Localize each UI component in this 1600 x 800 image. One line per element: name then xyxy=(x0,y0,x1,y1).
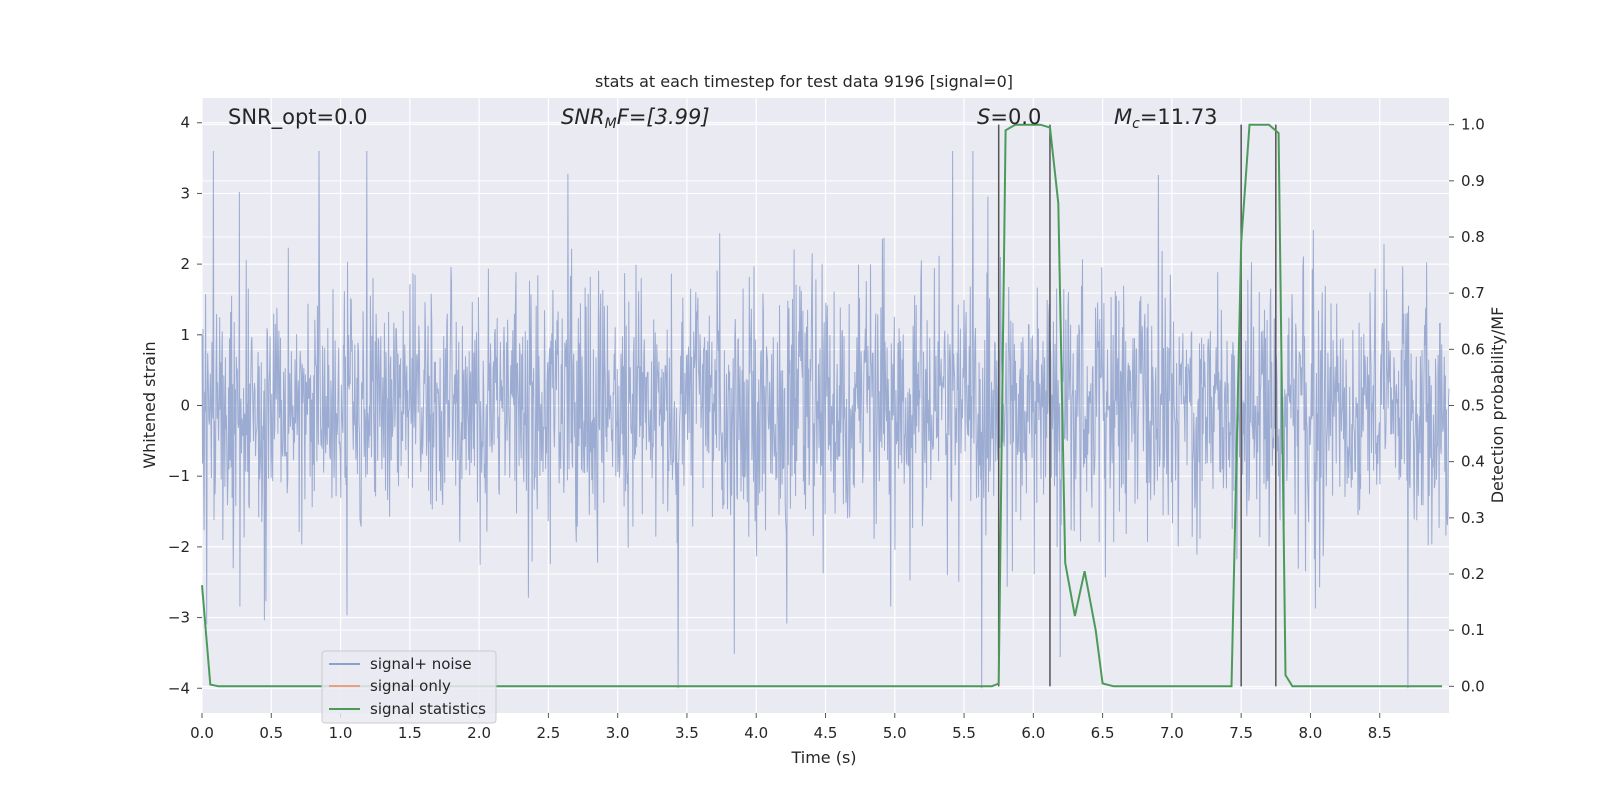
annotation-s: S=0.0 xyxy=(977,105,1041,129)
y-axis-right-label: Detection probability/MF xyxy=(1488,307,1507,504)
chart-title: stats at each timestep for test data 919… xyxy=(595,72,1013,91)
annotation-snr-opt: SNR_opt=0.0 xyxy=(228,105,368,130)
x-tick-label: 7.0 xyxy=(1160,724,1184,742)
vertical-markers xyxy=(997,124,1277,687)
x-tick-label: 3.5 xyxy=(675,724,699,742)
y-right-tick-label: 0.6 xyxy=(1461,340,1485,358)
y-axis-left-label: Whitened strain xyxy=(140,341,159,468)
annotation-mc-main: M xyxy=(1114,105,1132,129)
annotation-snr-mf-main: SNR xyxy=(561,105,605,129)
x-tick-label: 2.5 xyxy=(536,724,560,742)
y-right-tick-label: 0.2 xyxy=(1461,565,1485,583)
annotation-mc: Mc=11.73 xyxy=(1114,105,1218,132)
y-right-tick-label: 0.5 xyxy=(1461,397,1485,415)
x-tick-label: 8.5 xyxy=(1368,724,1392,742)
x-tick-label: 1.5 xyxy=(398,724,422,742)
annotation-snr-mf-rest: F=[3.99] xyxy=(617,105,710,129)
y-left-tick-label: −1 xyxy=(168,467,190,485)
y-right-tick-label: 1.0 xyxy=(1461,116,1485,134)
x-tick-label: 6.0 xyxy=(1021,724,1045,742)
x-tick-label: 0.0 xyxy=(190,724,214,742)
x-tick-label: 4.0 xyxy=(744,724,768,742)
x-tick-label: 0.5 xyxy=(259,724,283,742)
x-tick-label: 5.0 xyxy=(883,724,907,742)
y-left-tick-label: 2 xyxy=(180,255,190,273)
y-axis-right-ticks: 1.0 0.9 0.8 0.7 0.6 0.5 0.4 0.3 0.2 0.1 0.0 xyxy=(1449,116,1485,695)
annotation-s-rest: =0.0 xyxy=(990,105,1041,129)
y-left-tick-label: 4 xyxy=(180,114,190,132)
x-tick-label: 6.5 xyxy=(1091,724,1115,742)
x-tick-label: 2.0 xyxy=(467,724,491,742)
y-left-tick-label: 1 xyxy=(180,326,190,344)
y-right-tick-label: 0.0 xyxy=(1461,677,1485,695)
legend-label-signal-noise: signal+ noise xyxy=(370,655,472,673)
signal-statistics-series xyxy=(201,123,1443,688)
y-left-tick-label: −4 xyxy=(168,679,190,697)
y-left-tick-label: −2 xyxy=(168,538,190,556)
legend-label-signal-statistics: signal statistics xyxy=(370,700,486,718)
legend: signal+ noise signal only signal statist… xyxy=(321,650,497,724)
y-right-tick-label: 0.9 xyxy=(1461,172,1485,190)
annotation-snr-mf: SNRMF=[3.99] xyxy=(561,105,710,132)
annotation-mc-rest: =11.73 xyxy=(1140,105,1218,129)
legend-box xyxy=(321,650,497,724)
y-right-tick-label: 0.1 xyxy=(1461,621,1485,639)
y-axis-left-ticks: 4 3 2 1 0 −1 −2 −3 −4 xyxy=(168,114,202,697)
x-tick-label: 3.0 xyxy=(606,724,630,742)
x-axis-ticks: 0.0 0.5 1.0 1.5 2.0 2.5 3.0 3.5 4.0 4.5 5.0 5.5 6.0 6… xyxy=(190,713,1392,742)
x-tick-label: 7.5 xyxy=(1229,724,1253,742)
x-tick-label: 4.5 xyxy=(814,724,838,742)
x-tick-label: 8.0 xyxy=(1299,724,1323,742)
x-axis-label: Time (s) xyxy=(790,748,856,767)
legend-label-signal-only: signal only xyxy=(370,677,451,695)
y-right-tick-label: 0.7 xyxy=(1461,284,1485,302)
y-right-tick-label: 0.3 xyxy=(1461,509,1485,527)
y-left-tick-label: −3 xyxy=(168,609,190,627)
annotation-s-italic: S xyxy=(977,105,990,129)
annotation-mc-sub: c xyxy=(1132,116,1140,132)
y-left-tick-label: 3 xyxy=(180,184,190,202)
x-tick-label: 1.0 xyxy=(329,724,353,742)
x-tick-label: 5.5 xyxy=(952,724,976,742)
annotation-snr-mf-sub: M xyxy=(605,116,617,132)
y-left-tick-label: 0 xyxy=(180,397,190,415)
y-right-tick-label: 0.8 xyxy=(1461,228,1485,246)
y-right-tick-label: 0.4 xyxy=(1461,453,1485,471)
